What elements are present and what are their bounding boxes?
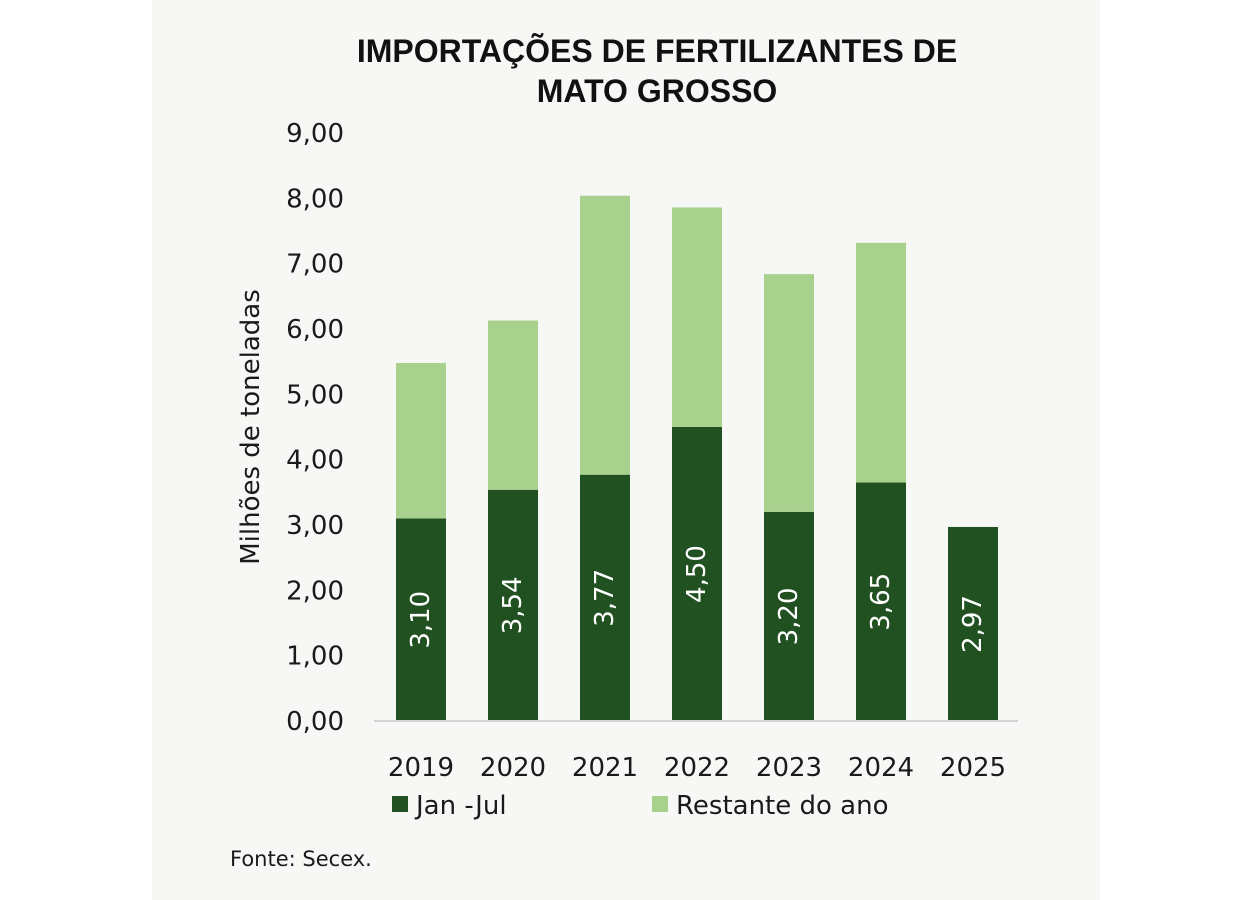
- source-note: Fonte: Secex.: [230, 847, 372, 871]
- bar-jan-jul-2022: [672, 427, 722, 721]
- x-tick-label: 2022: [664, 753, 730, 783]
- chart-card: IMPORTAÇÕES DE FERTILIZANTES DE MATO GRO…: [152, 0, 1100, 900]
- y-tick-label: 0,00: [286, 707, 344, 737]
- x-tick-label: 2024: [848, 753, 914, 783]
- bar-jan-jul-2021: [580, 474, 630, 721]
- y-tick-label: 2,00: [286, 576, 344, 606]
- legend-swatch-jan-jul: [392, 796, 408, 812]
- data-label-2025: 2,97: [958, 595, 988, 653]
- y-tick-label: 9,00: [286, 119, 344, 149]
- y-tick-label: 1,00: [286, 642, 344, 672]
- y-tick-label: 3,00: [286, 511, 344, 541]
- bar-restante-2022: [672, 207, 722, 427]
- chart: IMPORTAÇÕES DE FERTILIZANTES DE MATO GRO…: [230, 33, 1018, 871]
- bar-jan-jul-2023: [764, 511, 814, 721]
- chart-title-line-1: IMPORTAÇÕES DE FERTILIZANTES DE: [357, 33, 957, 69]
- y-tick-label: 8,00: [286, 184, 344, 214]
- data-label-2019: 3,10: [406, 591, 436, 649]
- bar-restante-2020: [488, 320, 538, 490]
- y-tick-label: 7,00: [286, 250, 344, 280]
- bar-jan-jul-2024: [856, 482, 906, 721]
- x-tick-label: 2021: [572, 753, 638, 783]
- bar-restante-2024: [856, 242, 906, 483]
- x-tick-label: 2019: [388, 753, 454, 783]
- bar-jan-jul-2025: [948, 526, 998, 721]
- data-label-2020: 3,54: [498, 576, 528, 634]
- data-label-2023: 3,20: [774, 588, 804, 646]
- data-label-2024: 3,65: [866, 573, 896, 631]
- y-axis-label: Milhões de toneladas: [236, 289, 266, 565]
- bar-jan-jul-2019: [396, 518, 446, 721]
- bar-restante-2021: [580, 195, 630, 475]
- bar-jan-jul-2020: [488, 489, 538, 721]
- x-tick-label: 2020: [480, 753, 546, 783]
- legend-label-restante: Restante do ano: [676, 791, 889, 821]
- bar-restante-2019: [396, 362, 446, 519]
- bar-restante-2023: [764, 274, 814, 512]
- legend-swatch-restante: [652, 796, 668, 812]
- x-tick-label: 2025: [940, 753, 1006, 783]
- data-label-2022: 4,50: [682, 545, 712, 603]
- y-tick-label: 4,00: [286, 446, 344, 476]
- chart-title-line-2: MATO GROSSO: [537, 73, 778, 109]
- legend-label-jan-jul: Jan -Jul: [414, 791, 507, 821]
- data-label-2021: 3,77: [590, 569, 620, 627]
- y-tick-label: 6,00: [286, 315, 344, 345]
- x-tick-label: 2023: [756, 753, 822, 783]
- y-tick-label: 5,00: [286, 380, 344, 410]
